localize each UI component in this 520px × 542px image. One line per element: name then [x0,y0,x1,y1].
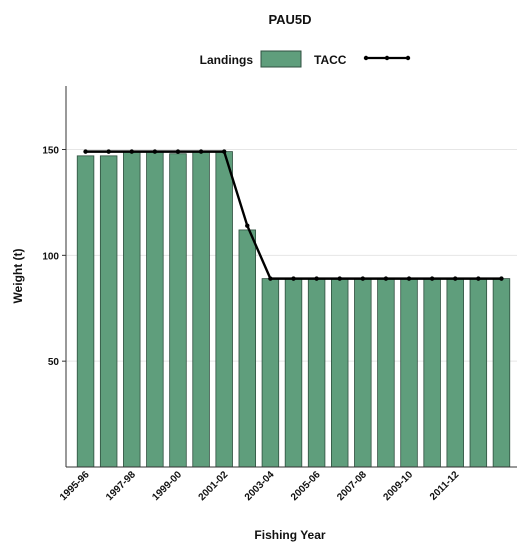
bar-landings [492,278,511,468]
tacc-point [383,276,389,281]
x-axis-label: Fishing Year [254,528,325,542]
tacc-point [314,276,319,281]
y-tick-label: 100 [42,251,59,262]
bar-landings [307,278,326,468]
x-tick-label: 2003-04 [243,469,277,503]
tacc-point [221,149,227,154]
bar-landings [146,151,164,468]
bar-landings [99,155,118,468]
bar-landings [469,278,488,468]
tacc-point [198,149,204,154]
bars [76,151,511,468]
y-tick-labels: 50 100 150 [42,146,66,368]
bar-landings [169,153,187,468]
tacc-point [453,276,458,281]
legend-marker-tacc [363,55,369,61]
tacc-point [175,149,181,154]
bar-landings [238,229,257,468]
y-tick-label: 50 [48,357,60,368]
tacc-point [106,149,111,154]
tacc-point [476,276,481,281]
tacc-point [268,276,273,281]
bar-landings [284,278,303,468]
bar-landings [192,151,210,468]
bar-landings [400,278,418,468]
legend-marker-tacc [405,55,411,61]
legend-label-tacc: TACC [314,53,347,67]
x-tick-label: 2007-08 [335,469,369,503]
chart-title: PAU5D [268,12,311,27]
bar-landings [354,278,372,468]
bar-landings [215,151,233,468]
legend-label-landings: Landings [200,53,254,67]
y-axis-label: Weight (t) [11,248,25,303]
y-tick-label: 150 [42,146,59,157]
x-tick-labels: 1995-96 1997-98 1999-00 2001-02 2003-04 2005-… [58,469,462,503]
x-tick-label: 2009-10 [381,469,415,503]
x-tick-label: 2011-12 [428,469,462,503]
tacc-point [152,149,158,154]
x-tick-label: 2001-02 [197,469,231,503]
tacc-point [83,149,88,154]
bar-landings [377,278,395,468]
tacc-point [429,276,435,281]
bar-landings [261,278,280,468]
x-tick-label: 1999-00 [150,469,184,503]
bar-landings [330,278,349,468]
tacc-point [499,276,504,281]
legend-marker-tacc [384,55,390,61]
tacc-point [245,223,250,228]
x-tick-label: 2005-06 [289,469,323,503]
bar-landings [76,155,95,468]
x-tick-label: 1995-96 [58,469,92,503]
tacc-point [337,276,342,281]
legend-swatch-landings [260,50,302,68]
legend: Landings TACC [200,50,411,68]
tacc-point [129,149,134,154]
bar-landings [446,278,464,468]
bar-landings [423,278,441,468]
tacc-point [360,276,366,281]
tacc-point [406,276,412,281]
bar-landings [123,151,141,468]
tacc-point [291,276,296,281]
tacc-series [83,149,504,281]
x-tick-label: 1997-98 [104,469,138,503]
